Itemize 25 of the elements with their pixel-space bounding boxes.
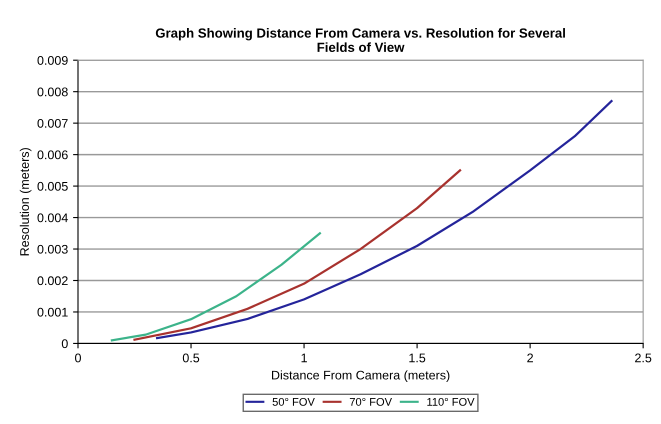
y-tick-label: 0 <box>62 339 68 348</box>
x-tick-label: 2 <box>527 353 533 362</box>
y-tick-label: 0.003 <box>37 244 68 254</box>
x-tick-label: 2.5 <box>635 353 652 362</box>
y-tick-label: 0.006 <box>37 150 68 160</box>
y-axis-title: Resolution (meters) <box>20 148 32 256</box>
y-tick-label: 0.009 <box>37 56 68 65</box>
chart-title: Graph Showing Distance From Camera vs. Resolution for Several Fields of View <box>156 28 565 52</box>
line-series <box>110 232 321 342</box>
y-tick-label: 0.004 <box>37 213 68 222</box>
x-tick-label: 0.5 <box>182 353 200 362</box>
legend-label: 110° FOV <box>427 398 475 406</box>
y-tick-label: 0.002 <box>37 276 68 286</box>
legend-label: 70° FOV <box>350 398 392 406</box>
x-axis-title: Distance From Camera (meters) <box>272 370 450 382</box>
x-tick-label: 1 <box>302 354 307 362</box>
legend-label: 50° FOV <box>272 398 315 406</box>
y-tick-label: 0.008 <box>37 87 68 96</box>
line-series <box>156 100 613 340</box>
y-tick-label: 0.001 <box>37 308 68 317</box>
y-tick-label: 0.005 <box>37 182 68 191</box>
y-tick-label: 0.007 <box>37 118 68 128</box>
x-tick-label: 1.5 <box>409 354 426 362</box>
line-series <box>133 169 462 341</box>
x-tick-label: 0 <box>75 353 81 362</box>
